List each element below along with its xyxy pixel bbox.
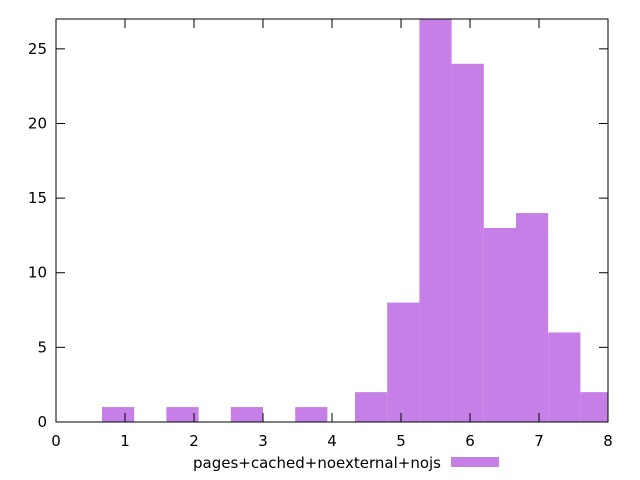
histogram-bar [548, 332, 581, 422]
histogram-bar [166, 407, 199, 422]
histogram-bar [230, 407, 263, 422]
x-tick-label: 1 [120, 432, 130, 450]
x-tick-label: 5 [396, 432, 406, 450]
legend-label: pages+cached+noexternal+nojs [193, 454, 441, 472]
y-tick-label: 10 [28, 264, 47, 282]
histogram-bar [354, 392, 388, 422]
histogram-bar [451, 63, 484, 423]
x-tick-label: 3 [258, 432, 268, 450]
legend: pages+cached+noexternal+nojs [193, 454, 499, 472]
histogram-bar [580, 392, 608, 422]
y-tick-label: 25 [28, 40, 47, 58]
x-tick-label: 4 [327, 432, 337, 450]
histogram-bar [102, 407, 135, 422]
x-tick-label: 2 [189, 432, 199, 450]
x-tick-label: 6 [465, 432, 475, 450]
x-tick-label: 7 [534, 432, 544, 450]
bars-group [102, 19, 608, 423]
legend-swatch [451, 457, 499, 467]
y-tick-label: 0 [37, 413, 47, 431]
y-tick-label: 20 [28, 114, 47, 132]
y-tick-label: 5 [37, 338, 47, 356]
y-tick-label: 15 [28, 189, 47, 207]
x-tick-label: 8 [603, 432, 613, 450]
axis-ticks: 0 1 2 3 4 5 6 7 8 0 5 10 15 20 25 [28, 19, 613, 450]
histogram-bar [419, 19, 452, 422]
histogram-bar [295, 407, 328, 422]
x-tick-label: 0 [51, 432, 61, 450]
histogram-bar [483, 227, 517, 422]
histogram-bar [516, 213, 549, 422]
histogram-bar [387, 302, 420, 422]
